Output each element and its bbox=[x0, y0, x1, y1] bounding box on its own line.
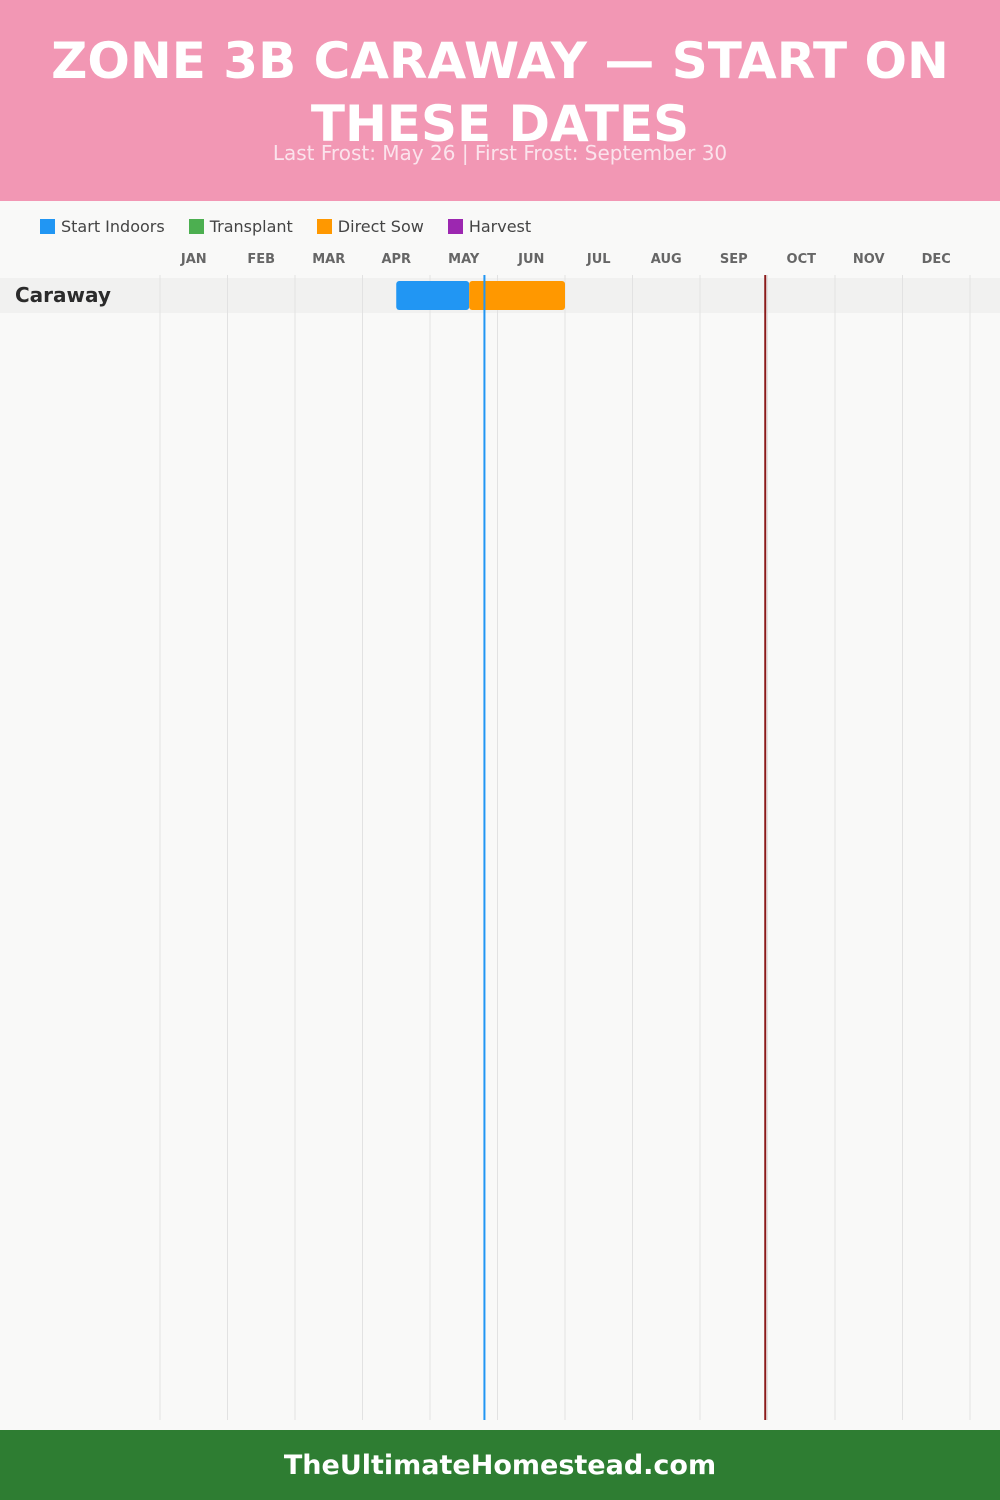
legend-swatch-harvest bbox=[447, 218, 463, 234]
legend-item-transplant: Transplant bbox=[188, 216, 293, 236]
footer-banner: TheUltimateHomestead.com bbox=[0, 1430, 1000, 1500]
legend-swatch-start-indoors bbox=[40, 218, 55, 234]
legend-item-harvest: Harvest bbox=[447, 216, 532, 236]
month-tick-label: FEB bbox=[247, 252, 275, 267]
frost-dates-subtitle: Last Frost: May 26 | First Frost: Septem… bbox=[272, 141, 728, 165]
legend-swatch-direct-sow bbox=[316, 218, 332, 234]
legend-label: Direct Sow bbox=[337, 216, 424, 236]
page-title: ZONE 3B CARAWAY — START ON THESE DATES bbox=[51, 32, 949, 153]
legend-label: Transplant bbox=[209, 216, 293, 236]
month-tick-label: MAY bbox=[448, 252, 480, 267]
month-tick-label: DEC bbox=[922, 252, 951, 267]
legend-item-start-indoors: Start Indoors bbox=[40, 217, 165, 236]
month-tick-label: SEP bbox=[720, 252, 748, 267]
month-tick-label: MAR bbox=[312, 252, 345, 267]
row-label-caraway: Caraway bbox=[15, 283, 111, 307]
legend-label: Harvest bbox=[468, 216, 532, 236]
month-tick-label: OCT bbox=[787, 252, 817, 267]
legend-item-direct-sow: Direct Sow bbox=[316, 216, 424, 236]
month-tick-label: JAN bbox=[180, 252, 207, 267]
month-tick-label: NOV bbox=[853, 252, 885, 267]
footer-website: TheUltimateHomestead.com bbox=[283, 1449, 717, 1481]
bar-direct-sow bbox=[469, 281, 565, 310]
chart-legend: Start Indoors Transplant Direct Sow Harv… bbox=[40, 214, 531, 238]
legend-swatch-transplant bbox=[188, 218, 204, 234]
month-tick-label: APR bbox=[381, 252, 411, 267]
legend-label: Start Indoors bbox=[61, 216, 165, 236]
planting-calendar-chart: JAN FEB MAR APR MAY JUN JUL AUG SEP OCT NOV DEC Cara… bbox=[0, 252, 1000, 1420]
bar-start-indoors bbox=[396, 281, 470, 310]
month-tick-label: AUG bbox=[651, 252, 682, 267]
month-tick-label: JUN bbox=[517, 252, 544, 267]
header-banner: ZONE 3B CARAWAY — START ON THESE DATES L… bbox=[0, 0, 1000, 201]
month-tick-label: JUL bbox=[586, 252, 611, 267]
